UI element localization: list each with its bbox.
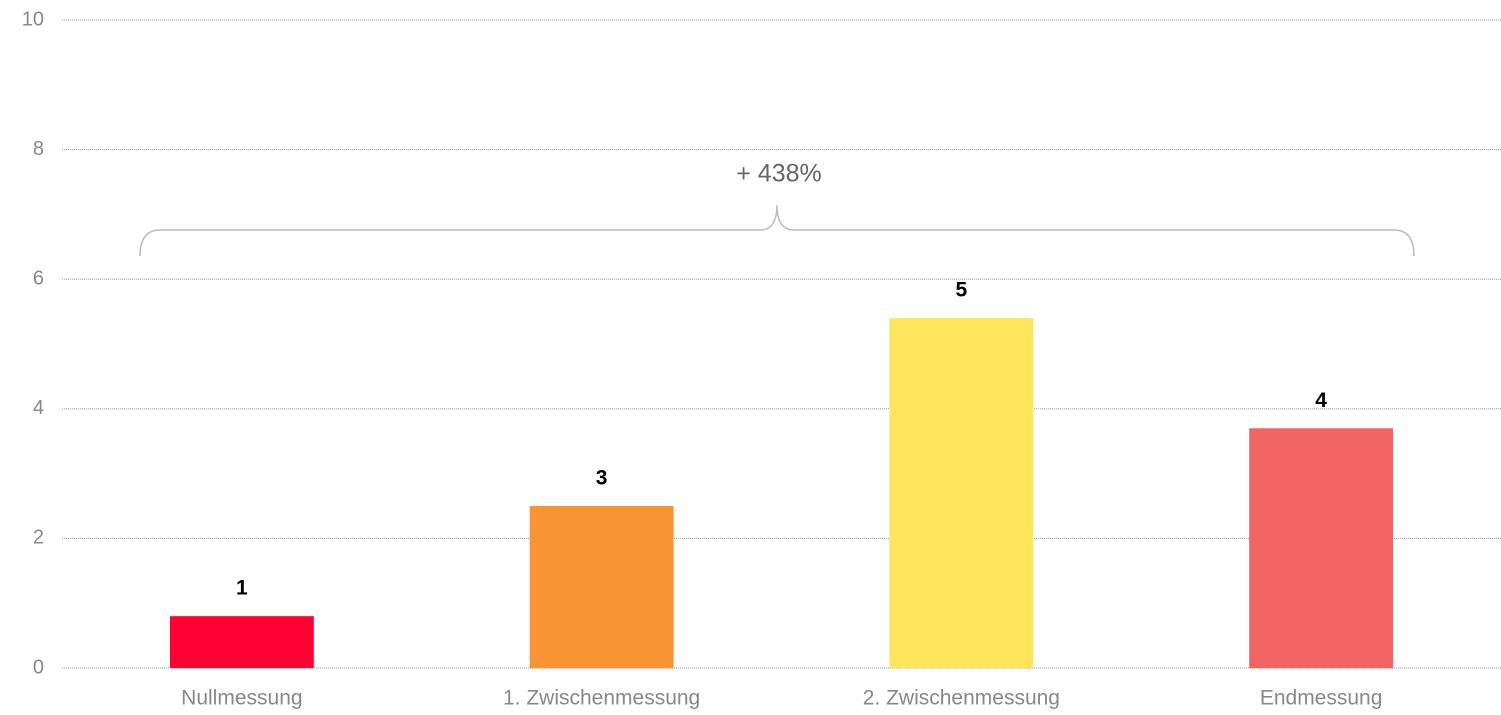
y-tick-label: 2 [33, 527, 44, 549]
x-tick-label: Endmessung [1260, 687, 1383, 710]
value-label: 4 [1315, 389, 1327, 412]
y-tick-label: 4 [33, 397, 44, 419]
y-tick-label: 10 [22, 8, 44, 30]
y-tick-label: 8 [33, 138, 44, 160]
annotation: + 438% [736, 160, 822, 188]
value-label: 3 [596, 467, 608, 490]
x-tick-label: 2. Zwischenmessung [863, 687, 1060, 710]
bar [889, 318, 1034, 668]
y-tick-label: 0 [33, 656, 44, 678]
bar [169, 616, 314, 668]
x-tick-label: 1. Zwischenmessung [503, 687, 700, 710]
x-tick-label: Nullmessung [181, 687, 302, 710]
value-label: 1 [236, 577, 248, 600]
value-label: 5 [956, 279, 968, 302]
y-tick-label: 6 [33, 267, 44, 289]
bar [529, 506, 674, 668]
bar [1249, 428, 1394, 668]
brace [139, 204, 1415, 257]
